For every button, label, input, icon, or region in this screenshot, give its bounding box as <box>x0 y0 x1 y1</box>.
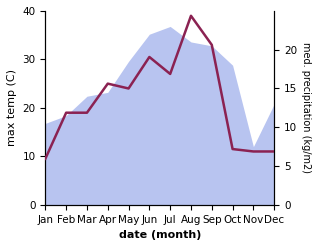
X-axis label: date (month): date (month) <box>119 230 201 240</box>
Y-axis label: max temp (C): max temp (C) <box>7 69 17 146</box>
Y-axis label: med. precipitation (kg/m2): med. precipitation (kg/m2) <box>301 42 311 173</box>
